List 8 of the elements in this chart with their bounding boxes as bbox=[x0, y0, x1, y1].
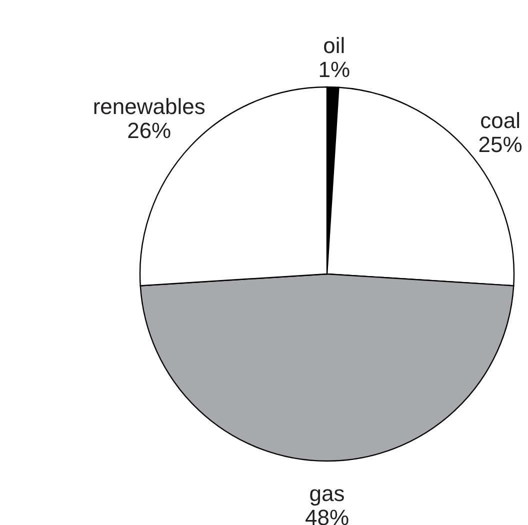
slice-label: gas bbox=[309, 481, 345, 506]
slice-label: renewables bbox=[92, 94, 206, 119]
data-label: 48% bbox=[304, 505, 350, 525]
data-label: 25% bbox=[478, 132, 522, 158]
slice-label: oil bbox=[323, 32, 346, 58]
data-label: 26% bbox=[127, 118, 172, 143]
slice-label: coal bbox=[480, 108, 520, 134]
data-label: 1% bbox=[318, 56, 350, 82]
